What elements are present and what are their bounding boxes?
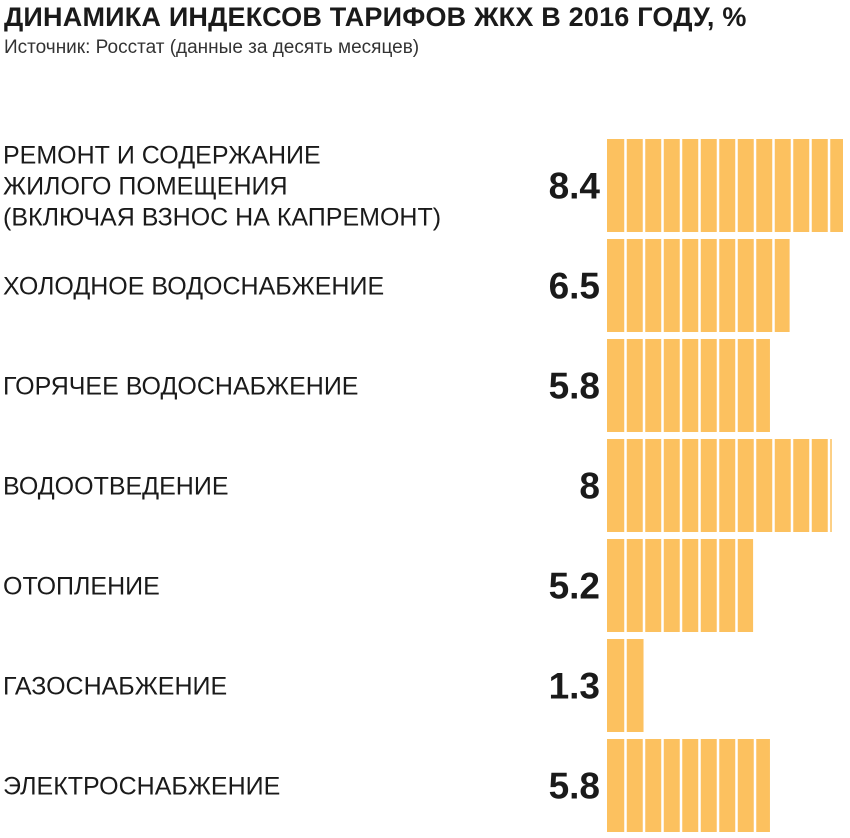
bar-row: 5.2 ОТОПЛЕНИЕ xyxy=(3,539,754,632)
bar-row: 8 ВОДООТВЕДЕНИЕ xyxy=(3,439,832,532)
category-label: ГАЗОСНАБЖЕНИЕ xyxy=(3,673,227,701)
bar xyxy=(607,439,832,532)
value-label: 1.3 xyxy=(549,666,600,707)
category-label: ХОЛОДНОЕ ВОДОСНАБЖЕНИЕ xyxy=(3,273,384,301)
category-label: РЕМОНТ И СОДЕРЖАНИЕ ЖИЛОГО ПОМЕЩЕНИЯ (ВКЛЮ… xyxy=(3,142,441,232)
value-label: 8.4 xyxy=(549,166,601,207)
category-label: ОТОПЛЕНИЕ xyxy=(3,573,160,601)
bar-row: 6.5 ХОЛОДНОЕ ВОДОСНАБЖЕНИЕ xyxy=(3,239,790,332)
bar-row: 5.8 ЭЛЕКТРОСНАБЖЕНИЕ xyxy=(3,739,770,832)
value-label: 5.8 xyxy=(549,366,600,407)
chart-subtitle: Источник: Росстат (данные за десять меся… xyxy=(4,37,420,58)
bar xyxy=(607,339,770,432)
category-label: ЭЛЕКТРОСНАБЖЕНИЕ xyxy=(3,773,280,801)
bar xyxy=(607,739,770,832)
bar-row: 5.8 ГОРЯЧЕЕ ВОДОСНАБЖЕНИЕ xyxy=(3,339,770,432)
category-label: ГОРЯЧЕЕ ВОДОСНАБЖЕНИЕ xyxy=(3,373,358,401)
value-label: 5.8 xyxy=(549,766,600,807)
bar-row: 1.3 ГАЗОСНАБЖЕНИЕ xyxy=(3,639,644,732)
chart-title: ДИНАМИКА ИНДЕКСОВ ТАРИФОВ ЖКХ В 2016 ГОД… xyxy=(4,2,747,32)
value-label: 6.5 xyxy=(549,266,600,307)
category-label: ВОДООТВЕДЕНИЕ xyxy=(3,473,229,501)
bar-row: 8.4 РЕМОНТ И СОДЕРЖАНИЕ ЖИЛОГО ПОМЕЩЕНИЯ (В… xyxy=(3,139,843,232)
bar xyxy=(607,139,843,232)
value-label: 8 xyxy=(579,466,600,507)
value-label: 5.2 xyxy=(549,566,600,607)
